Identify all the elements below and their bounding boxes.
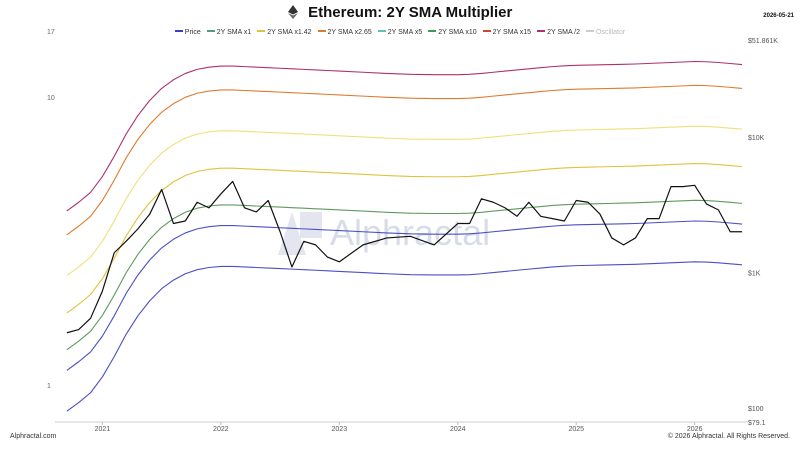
legend-label: Price bbox=[184, 29, 201, 36]
title-bar: Ethereum: 2Y SMA Multiplier bbox=[0, 4, 800, 22]
series-line-sma15 bbox=[66, 60, 743, 212]
y-tick-label-right: $10K bbox=[748, 135, 765, 142]
series-line-sma142 bbox=[66, 199, 743, 351]
series-line-sma5 bbox=[66, 125, 743, 277]
legend-item-1[interactable]: 2Y SMA x1 bbox=[206, 29, 252, 36]
legend-label: 2Y SMA x15 bbox=[492, 29, 532, 36]
ethereum-icon bbox=[287, 5, 298, 19]
y-tick-label-right: $79.1 bbox=[748, 420, 766, 427]
legend-item-5[interactable]: 2Y SMA x10 bbox=[428, 29, 477, 36]
legend-label: 2Y SMA x5 bbox=[387, 29, 423, 36]
y-tick-label-right: $1K bbox=[748, 271, 761, 278]
legend-item-3[interactable]: 2Y SMA x2.65 bbox=[317, 29, 372, 36]
axis-layer: 2021 2022 2023 2024 2025 2026 $51.861K $10K $1K $… bbox=[47, 29, 778, 433]
y-tick-label-left: 1 bbox=[47, 383, 51, 390]
legend-label: 2Y SMA /2 bbox=[547, 29, 581, 36]
chart-legend: Price 2Y SMA x1 2Y SMA x1.42 2Y SMA x2.65 2Y… bbox=[0, 29, 800, 36]
legend-item-8[interactable]: Oscillator bbox=[586, 29, 625, 36]
legend-swatch bbox=[428, 30, 437, 32]
series-line-sma_half bbox=[66, 261, 743, 412]
copyright-footer: © 2026 Alphractal. All Rights Reserved. bbox=[667, 433, 790, 440]
series-layer bbox=[66, 60, 743, 412]
x-tick-label: 2023 bbox=[332, 426, 348, 433]
legend-label: 2Y SMA x10 bbox=[438, 29, 477, 36]
legend-label: 2Y SMA x1 bbox=[216, 29, 252, 36]
chart-title: Ethereum: 2Y SMA Multiplier bbox=[308, 4, 513, 21]
y-tick-label-left: 10 bbox=[47, 95, 55, 102]
series-line-sma1 bbox=[66, 220, 743, 371]
brand-footer: Alphractal.com bbox=[10, 433, 57, 440]
series-line-sma265 bbox=[66, 163, 743, 314]
legend-swatch bbox=[257, 30, 266, 32]
x-tick-label: 2024 bbox=[450, 426, 466, 433]
y-tick-label-right: $51.861K bbox=[748, 38, 778, 45]
legend-item-4[interactable]: 2Y SMA x5 bbox=[377, 29, 423, 36]
x-tick-label: 2026 bbox=[687, 426, 703, 433]
x-tick-label: 2025 bbox=[568, 426, 584, 433]
legend-swatch bbox=[377, 30, 386, 32]
legend-label: 2Y SMA x1.42 bbox=[267, 29, 312, 36]
series-line-price bbox=[66, 180, 743, 334]
watermark-text: Alphractal bbox=[330, 212, 490, 253]
legend-item-2[interactable]: 2Y SMA x1.42 bbox=[257, 29, 312, 36]
x-tick-label: 2022 bbox=[213, 426, 229, 433]
legend-swatch bbox=[206, 30, 215, 32]
legend-item-7[interactable]: 2Y SMA /2 bbox=[537, 29, 580, 36]
legend-item-6[interactable]: 2Y SMA x15 bbox=[482, 29, 532, 36]
legend-swatch bbox=[537, 30, 546, 32]
x-tick-label: 2021 bbox=[95, 426, 111, 433]
legend-swatch bbox=[482, 30, 491, 32]
legend-swatch bbox=[586, 30, 595, 32]
alphractal-logo-icon bbox=[278, 212, 322, 255]
legend-label: 2Y SMA x2.65 bbox=[327, 29, 372, 36]
legend-item-0[interactable]: Price bbox=[174, 29, 201, 36]
y-tick-label-left: 17 bbox=[47, 29, 55, 36]
legend-label: Oscillator bbox=[596, 29, 626, 36]
date-label: 2026-05-21 bbox=[763, 13, 794, 19]
legend-swatch bbox=[317, 30, 326, 32]
legend-swatch bbox=[174, 30, 183, 32]
y-tick-label-right: $100 bbox=[748, 406, 764, 413]
series-line-sma10 bbox=[66, 84, 743, 236]
